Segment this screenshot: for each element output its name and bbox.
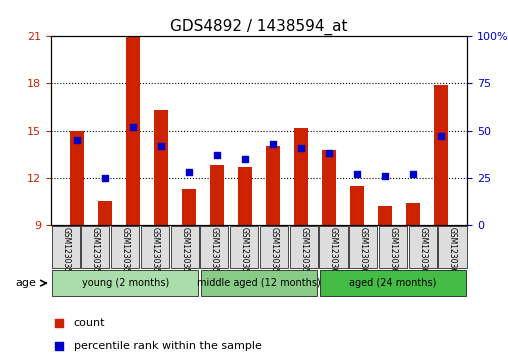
Bar [266, 146, 280, 225]
Point [213, 152, 221, 158]
Point [269, 141, 277, 147]
Text: GSM1230358: GSM1230358 [269, 227, 278, 278]
FancyBboxPatch shape [290, 226, 318, 268]
FancyBboxPatch shape [320, 270, 466, 296]
Text: GSM1230364: GSM1230364 [448, 227, 457, 278]
Text: count: count [74, 318, 105, 328]
Bar [238, 167, 252, 225]
Bar [98, 201, 112, 225]
Bar [322, 150, 336, 225]
Text: GSM1230362: GSM1230362 [389, 227, 397, 278]
Text: GSM1230360: GSM1230360 [329, 227, 338, 278]
Text: GSM1230353: GSM1230353 [121, 227, 130, 278]
Text: middle aged (12 months): middle aged (12 months) [197, 278, 321, 288]
Point [353, 171, 361, 177]
FancyBboxPatch shape [201, 270, 317, 296]
FancyBboxPatch shape [230, 226, 258, 268]
FancyBboxPatch shape [349, 226, 377, 268]
FancyBboxPatch shape [111, 226, 139, 268]
Text: GSM1230352: GSM1230352 [91, 227, 100, 278]
FancyBboxPatch shape [408, 226, 437, 268]
Point [157, 143, 165, 149]
Text: GSM1230361: GSM1230361 [359, 227, 368, 278]
Bar [378, 206, 392, 225]
Point [437, 134, 446, 139]
Point [331, 27, 339, 33]
Text: GSM1230351: GSM1230351 [61, 227, 70, 278]
FancyBboxPatch shape [379, 226, 407, 268]
Point [101, 175, 109, 181]
Text: GSM1230363: GSM1230363 [418, 227, 427, 278]
FancyBboxPatch shape [52, 226, 80, 268]
Text: aged (24 months): aged (24 months) [350, 278, 437, 288]
Point [409, 171, 418, 177]
Title: GDS4892 / 1438594_at: GDS4892 / 1438594_at [170, 19, 348, 35]
Point [73, 137, 81, 143]
Text: age: age [15, 278, 36, 288]
Text: GSM1230354: GSM1230354 [150, 227, 160, 278]
Point [381, 173, 389, 179]
Bar [210, 165, 224, 225]
Point [129, 124, 137, 130]
Point [331, 235, 339, 241]
FancyBboxPatch shape [438, 226, 466, 268]
Bar [350, 186, 364, 225]
Bar [406, 203, 421, 225]
Bar [294, 127, 308, 225]
FancyBboxPatch shape [260, 226, 288, 268]
FancyBboxPatch shape [171, 226, 199, 268]
Text: percentile rank within the sample: percentile rank within the sample [74, 340, 262, 351]
FancyBboxPatch shape [81, 226, 110, 268]
Bar [154, 110, 168, 225]
Bar [70, 131, 84, 225]
Bar [434, 85, 449, 225]
Point [185, 169, 193, 175]
Text: GSM1230357: GSM1230357 [240, 227, 249, 278]
Point [297, 145, 305, 151]
FancyBboxPatch shape [141, 226, 169, 268]
FancyBboxPatch shape [52, 270, 198, 296]
FancyBboxPatch shape [200, 226, 229, 268]
FancyBboxPatch shape [320, 226, 347, 268]
Text: GSM1230356: GSM1230356 [210, 227, 219, 278]
Text: young (2 months): young (2 months) [82, 278, 169, 288]
Text: GSM1230355: GSM1230355 [180, 227, 189, 278]
Bar [126, 36, 140, 225]
Text: GSM1230359: GSM1230359 [299, 227, 308, 278]
Point [241, 156, 249, 162]
Bar [182, 189, 196, 225]
Point [325, 150, 333, 156]
